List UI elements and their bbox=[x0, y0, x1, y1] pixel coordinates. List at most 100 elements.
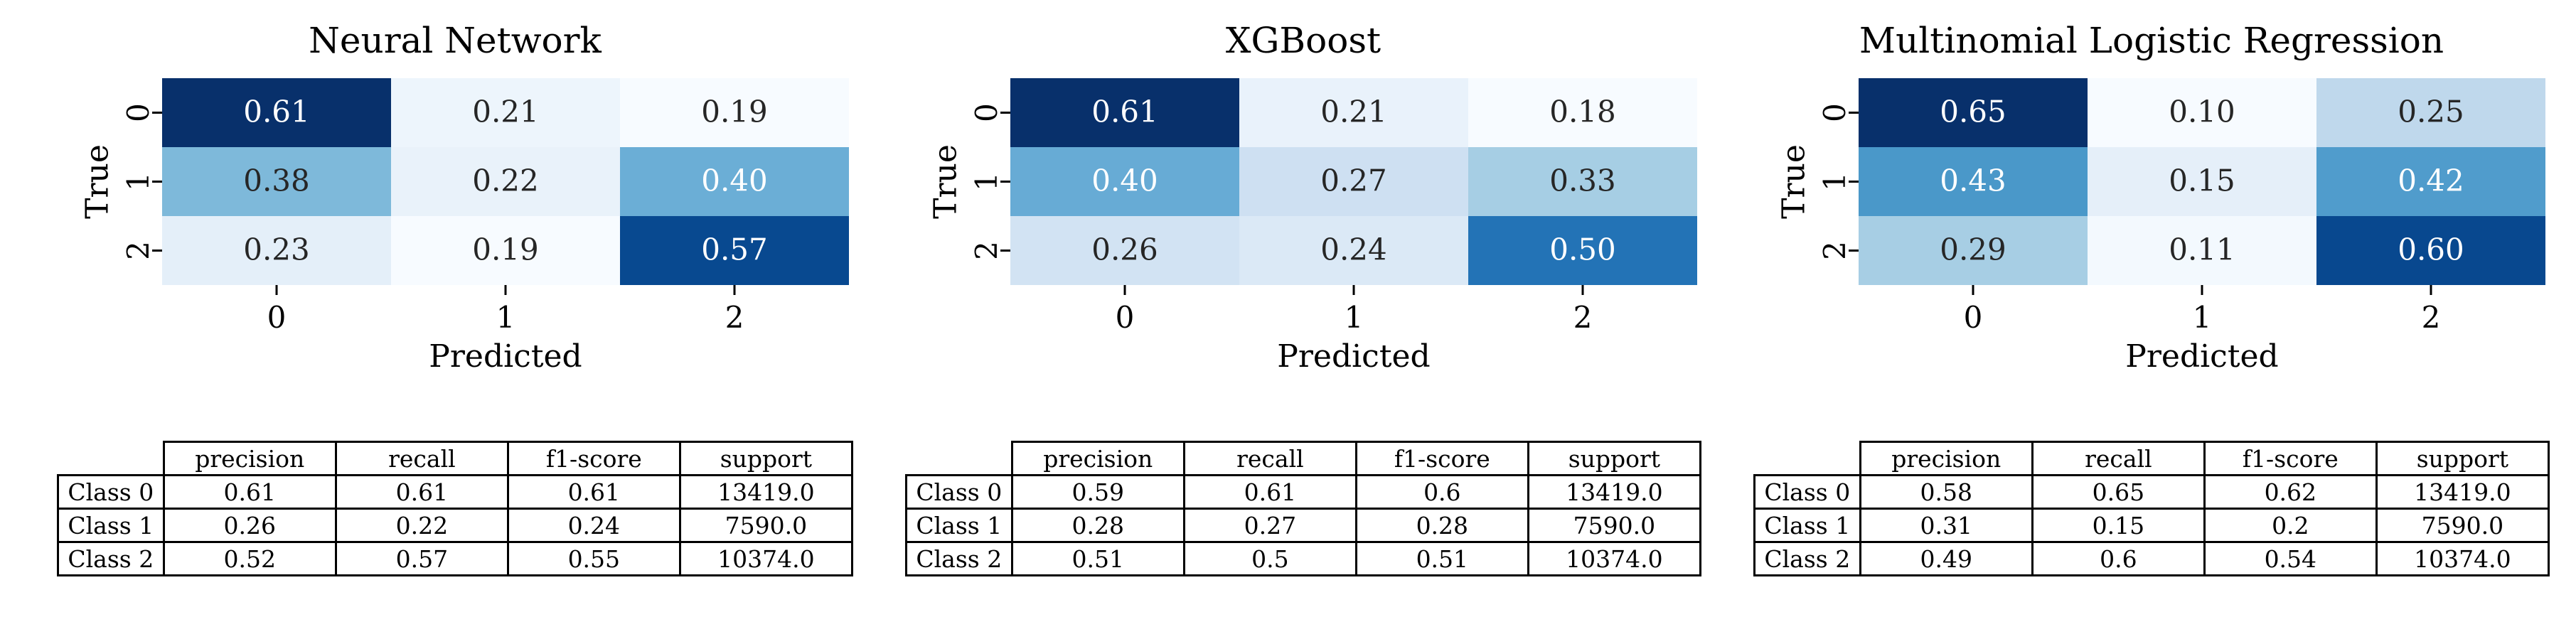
table-cell: 0.62 bbox=[2203, 474, 2378, 510]
heatmap-cell-1-1 bbox=[391, 147, 620, 216]
cell-value-2-1: 0.24 bbox=[1320, 232, 1387, 267]
table-row: Class 2 0.51 0.5 0.51 10374.0 bbox=[905, 541, 1702, 576]
column-header: f1-score bbox=[2203, 441, 2378, 476]
panel-neural-network: Neural Network 0.61 0.21 0.19 0.38 0.22 0.40 0… bbox=[0, 0, 854, 644]
table-row: Class 2 0.49 0.6 0.54 10374.0 bbox=[1753, 541, 2550, 576]
y-tick-label: 0 bbox=[1817, 103, 1852, 122]
table-cell: 10374.0 bbox=[1527, 541, 1702, 576]
heatmap-cell-1-1 bbox=[2088, 147, 2316, 216]
cell-value-1-2: 0.42 bbox=[2398, 163, 2464, 198]
y-tick-label: 1 bbox=[1817, 172, 1852, 191]
cell-value-2-2: 0.60 bbox=[2398, 232, 2464, 267]
table-cell: 0.58 bbox=[1859, 474, 2033, 510]
table-header-row: precision recall f1-score support bbox=[1754, 441, 2550, 476]
x-axis-label: Predicted bbox=[2125, 338, 2278, 375]
table-cell: 0.52 bbox=[162, 541, 337, 576]
heatmap-cell-1-2 bbox=[1468, 147, 1697, 216]
heatmap-svg: 0.65 0.10 0.25 0.43 0.15 0.42 0.29 0.11 0.60 0 1 2 0… bbox=[1776, 78, 2545, 375]
table-corner bbox=[58, 441, 165, 476]
y-axis-label: True bbox=[928, 144, 964, 219]
row-label: Class 2 bbox=[905, 541, 1013, 576]
table-row: Class 1 0.26 0.22 0.24 7590.0 bbox=[57, 508, 854, 543]
table-header-row: precision recall f1-score support bbox=[906, 441, 1702, 476]
cell-value-1-2: 0.40 bbox=[701, 163, 768, 198]
heatmap-cell-1-0 bbox=[1010, 147, 1239, 216]
table-cell: 0.28 bbox=[1010, 508, 1185, 543]
table-cell: 0.6 bbox=[1354, 474, 1529, 510]
y-axis-label: True bbox=[1776, 144, 1812, 219]
x-tick-label: 2 bbox=[1573, 300, 1593, 335]
table-cell: 0.61 bbox=[162, 474, 337, 510]
chart-title: XGBoost bbox=[1225, 20, 1381, 61]
cell-value-0-2: 0.18 bbox=[1549, 95, 1616, 129]
table-header-row: precision recall f1-score support bbox=[58, 441, 854, 476]
column-header: recall bbox=[334, 441, 509, 476]
cell-value-2-0: 0.23 bbox=[243, 232, 310, 267]
y-tick-label: 2 bbox=[121, 241, 156, 260]
table-cell: 0.5 bbox=[1182, 541, 1357, 576]
heatmap-cell-0-2 bbox=[620, 78, 849, 147]
heatmap-svg: 0.61 0.21 0.19 0.38 0.22 0.40 0.23 0.19 0.57 0 1 2 0… bbox=[80, 78, 849, 375]
row-label: Class 1 bbox=[57, 508, 165, 543]
heatmap-cell-2-0 bbox=[1859, 216, 2088, 285]
table-cell: 0.28 bbox=[1354, 508, 1529, 543]
table-cell: 0.61 bbox=[1182, 474, 1357, 510]
heatmap-cell-2-1 bbox=[2088, 216, 2316, 285]
table-cell: 7590.0 bbox=[2375, 508, 2550, 543]
x-tick-label: 1 bbox=[1345, 300, 1364, 335]
heatmap-cell-2-1 bbox=[391, 216, 620, 285]
table-row: Class 0 0.61 0.61 0.61 13419.0 bbox=[57, 474, 854, 510]
table-cell: 0.55 bbox=[506, 541, 681, 576]
cell-value-0-1: 0.10 bbox=[2169, 95, 2235, 129]
table-cell: 0.61 bbox=[506, 474, 681, 510]
column-header: support bbox=[678, 441, 854, 476]
table-cell: 7590.0 bbox=[678, 508, 854, 543]
x-axis-label: Predicted bbox=[429, 338, 582, 375]
heatmap-cell-0-0 bbox=[1010, 78, 1239, 147]
column-header: precision bbox=[162, 441, 337, 476]
column-header: f1-score bbox=[506, 441, 681, 476]
table-row: Class 2 0.52 0.57 0.55 10374.0 bbox=[57, 541, 854, 576]
cell-value-0-0: 0.65 bbox=[1940, 95, 2006, 129]
column-header: support bbox=[1527, 441, 1702, 476]
heatmap-cell-1-0 bbox=[162, 147, 391, 216]
cell-value-0-0: 0.61 bbox=[243, 95, 310, 129]
heatmap-cell-1-1 bbox=[1239, 147, 1468, 216]
table-cell: 0.51 bbox=[1354, 541, 1529, 576]
y-tick-label: 0 bbox=[969, 103, 1004, 122]
panel-xgboost: XGBoost 0.61 0.21 0.18 0.40 0.27 0.33 0.26 0.24… bbox=[848, 0, 1702, 644]
cell-value-1-1: 0.22 bbox=[472, 163, 539, 198]
row-label: Class 1 bbox=[1753, 508, 1861, 543]
heatmap-cell-1-2 bbox=[2316, 147, 2545, 216]
heatmap-cell-0-1 bbox=[391, 78, 620, 147]
table-cell: 0.15 bbox=[2031, 508, 2206, 543]
row-label: Class 0 bbox=[57, 474, 165, 510]
table-cell: 0.49 bbox=[1859, 541, 2033, 576]
table-cell: 0.27 bbox=[1182, 508, 1357, 543]
x-tick-label: 0 bbox=[267, 300, 287, 335]
table-cell: 0.54 bbox=[2203, 541, 2378, 576]
cell-value-1-1: 0.15 bbox=[2169, 163, 2235, 198]
cell-value-2-0: 0.29 bbox=[1940, 232, 2006, 267]
table-cell: 0.51 bbox=[1010, 541, 1185, 576]
y-axis-label: True bbox=[80, 144, 116, 219]
table-cell: 0.6 bbox=[2031, 541, 2206, 576]
x-axis-label: Predicted bbox=[1277, 338, 1430, 375]
table-cell: 10374.0 bbox=[678, 541, 854, 576]
table-corner bbox=[1754, 441, 1861, 476]
table-cell: 7590.0 bbox=[1527, 508, 1702, 543]
cell-value-1-0: 0.38 bbox=[243, 163, 310, 198]
table-row: Class 0 0.58 0.65 0.62 13419.0 bbox=[1753, 474, 2550, 510]
cell-value-0-2: 0.19 bbox=[701, 95, 768, 129]
heatmap-cell-2-0 bbox=[1010, 216, 1239, 285]
heatmap-cell-2-2 bbox=[2316, 216, 2545, 285]
cell-value-1-2: 0.33 bbox=[1549, 163, 1616, 198]
cell-value-1-0: 0.43 bbox=[1940, 163, 2006, 198]
x-tick-label: 2 bbox=[2422, 300, 2441, 335]
heatmap-cell-1-2 bbox=[620, 147, 849, 216]
column-header: recall bbox=[1182, 441, 1357, 476]
heatmap-cell-0-1 bbox=[1239, 78, 1468, 147]
metrics-table: precision recall f1-score support Class 0 0.5… bbox=[905, 441, 1702, 576]
table-corner bbox=[906, 441, 1013, 476]
metrics-table: precision recall f1-score support Class 0 0.6… bbox=[57, 441, 854, 576]
